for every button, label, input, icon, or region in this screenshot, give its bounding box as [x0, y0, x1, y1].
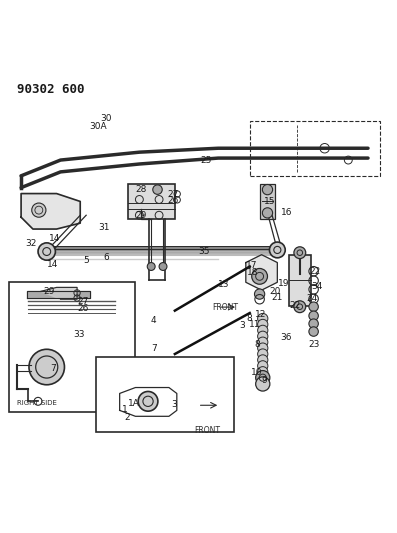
- Circle shape: [32, 203, 46, 217]
- Text: 32: 32: [25, 239, 37, 248]
- Polygon shape: [21, 193, 80, 229]
- Text: 33: 33: [74, 330, 85, 339]
- Text: 16: 16: [281, 207, 293, 216]
- Text: 26: 26: [167, 196, 179, 205]
- Circle shape: [270, 242, 285, 258]
- Text: 90302 600: 90302 600: [17, 83, 85, 96]
- Text: 1A: 1A: [128, 399, 140, 408]
- Text: 22: 22: [289, 301, 301, 310]
- Text: 4: 4: [150, 317, 156, 326]
- Bar: [96, 357, 234, 432]
- Circle shape: [38, 243, 56, 260]
- Text: 13: 13: [218, 280, 230, 289]
- Text: 27: 27: [78, 297, 89, 306]
- Text: 7: 7: [152, 344, 157, 353]
- Text: 11: 11: [249, 320, 260, 329]
- Text: 26: 26: [78, 304, 89, 313]
- Circle shape: [294, 247, 306, 259]
- Circle shape: [309, 327, 318, 336]
- Text: 29: 29: [136, 211, 147, 220]
- Circle shape: [258, 313, 268, 324]
- Text: 2: 2: [124, 413, 129, 422]
- Circle shape: [258, 355, 268, 365]
- Circle shape: [309, 311, 318, 320]
- Polygon shape: [27, 292, 90, 298]
- Circle shape: [29, 349, 64, 385]
- Circle shape: [256, 377, 270, 391]
- Text: 23: 23: [308, 340, 320, 349]
- Text: 5: 5: [83, 256, 89, 265]
- Text: FRONT: FRONT: [195, 426, 221, 434]
- Text: 3: 3: [239, 321, 245, 330]
- Text: FRONT: FRONT: [212, 303, 238, 312]
- Text: 34: 34: [311, 282, 322, 290]
- Text: 24: 24: [306, 294, 318, 303]
- Text: 22: 22: [309, 267, 320, 276]
- Text: 31: 31: [98, 223, 110, 232]
- Text: 1: 1: [121, 405, 127, 414]
- Circle shape: [258, 343, 268, 353]
- Bar: [250, 120, 380, 176]
- Circle shape: [258, 337, 268, 348]
- Circle shape: [138, 391, 158, 411]
- Text: 8: 8: [247, 314, 252, 323]
- Circle shape: [256, 370, 270, 385]
- Text: 3: 3: [171, 400, 177, 409]
- Text: 14: 14: [49, 233, 60, 243]
- Text: 36: 36: [280, 333, 292, 342]
- Polygon shape: [246, 255, 278, 290]
- Text: 28: 28: [136, 185, 147, 194]
- Bar: [127, 184, 175, 219]
- Bar: [289, 255, 311, 306]
- Text: 6: 6: [103, 253, 109, 262]
- Circle shape: [309, 302, 318, 311]
- Text: 35: 35: [198, 247, 210, 256]
- Text: 20: 20: [269, 287, 280, 296]
- Text: 9: 9: [262, 376, 268, 384]
- Text: 29: 29: [44, 287, 55, 296]
- Text: 17: 17: [246, 261, 258, 270]
- Circle shape: [258, 319, 268, 329]
- Circle shape: [262, 208, 273, 218]
- Circle shape: [258, 331, 268, 342]
- Circle shape: [252, 269, 268, 284]
- Circle shape: [258, 325, 268, 335]
- Circle shape: [147, 263, 155, 270]
- Text: 30: 30: [100, 114, 112, 123]
- Text: 30A: 30A: [89, 122, 107, 131]
- Text: 14: 14: [47, 260, 58, 269]
- Circle shape: [258, 361, 268, 371]
- Text: 12: 12: [255, 310, 266, 319]
- Circle shape: [254, 289, 265, 299]
- Text: 18: 18: [247, 268, 259, 277]
- Circle shape: [258, 349, 268, 359]
- Circle shape: [262, 184, 273, 195]
- Circle shape: [159, 263, 167, 270]
- Text: 25: 25: [201, 156, 212, 165]
- Text: RIGHT SIDE: RIGHT SIDE: [17, 400, 57, 406]
- Text: 7: 7: [50, 364, 56, 373]
- Circle shape: [309, 319, 318, 328]
- Circle shape: [258, 367, 268, 377]
- Bar: [9, 282, 135, 413]
- Text: 10: 10: [251, 368, 262, 377]
- Bar: [260, 184, 276, 219]
- Text: 21: 21: [271, 293, 282, 302]
- Text: 15: 15: [264, 197, 275, 206]
- Polygon shape: [41, 287, 77, 299]
- Circle shape: [294, 301, 306, 313]
- Text: 19: 19: [278, 279, 289, 288]
- Text: 27: 27: [167, 190, 179, 199]
- Circle shape: [153, 185, 162, 195]
- Text: 8: 8: [254, 340, 260, 349]
